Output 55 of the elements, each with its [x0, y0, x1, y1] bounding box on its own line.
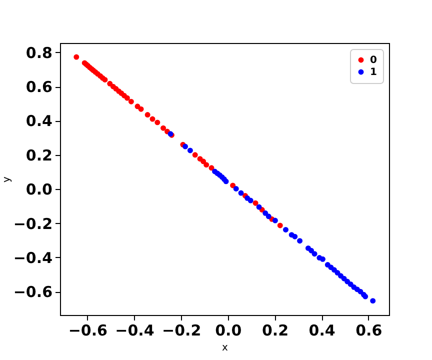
point [292, 234, 298, 240]
x-axis-title: x [222, 342, 228, 354]
point [334, 270, 340, 276]
point [144, 112, 150, 118]
point [128, 98, 134, 104]
point [256, 204, 262, 210]
point [248, 198, 254, 204]
point [320, 256, 326, 262]
x-tick-label: 0.2 [262, 322, 289, 340]
point [272, 218, 278, 224]
y-tick-label: 0.4 [26, 112, 52, 130]
x-tick-label: −0.2 [162, 322, 202, 340]
point [200, 158, 206, 164]
point [150, 116, 156, 122]
y-tick-label: 0.8 [26, 44, 52, 62]
y-tick-label: 0.6 [26, 78, 52, 96]
y-tick-label: −0.2 [13, 214, 52, 233]
x-tick-label: −0.4 [115, 322, 154, 340]
point [208, 165, 214, 171]
point [138, 106, 144, 112]
point [187, 148, 193, 154]
point [370, 298, 376, 304]
y-tick-label: −0.4 [13, 248, 52, 267]
point [282, 227, 288, 232]
point [233, 186, 239, 192]
point [160, 125, 166, 131]
point [238, 190, 244, 196]
point [102, 77, 108, 82]
point [74, 54, 80, 60]
point [223, 178, 229, 184]
x-tick-label: −0.6 [68, 322, 108, 340]
point [297, 238, 303, 244]
point [262, 210, 268, 216]
y-tick-label: −0.6 [13, 283, 52, 302]
legend-label: 1 [370, 67, 377, 78]
point [252, 200, 258, 206]
point [204, 162, 210, 168]
point [192, 152, 198, 158]
point [107, 80, 113, 86]
point [331, 267, 337, 273]
point [277, 222, 283, 228]
x-tick-label: 0.0 [215, 322, 242, 340]
point [358, 288, 364, 294]
point [182, 144, 188, 150]
point [266, 214, 272, 220]
x-tick-label: 0.6 [356, 322, 382, 340]
y-tick-label: 0.2 [26, 146, 52, 164]
point [154, 120, 160, 126]
point [312, 251, 318, 257]
point [124, 95, 130, 101]
legend-label: 0 [370, 55, 377, 66]
point [308, 248, 314, 254]
y-axis-title: y [1, 176, 12, 182]
y-tick-label: 0.0 [26, 180, 52, 199]
x-tick-label: 0.4 [308, 322, 336, 340]
